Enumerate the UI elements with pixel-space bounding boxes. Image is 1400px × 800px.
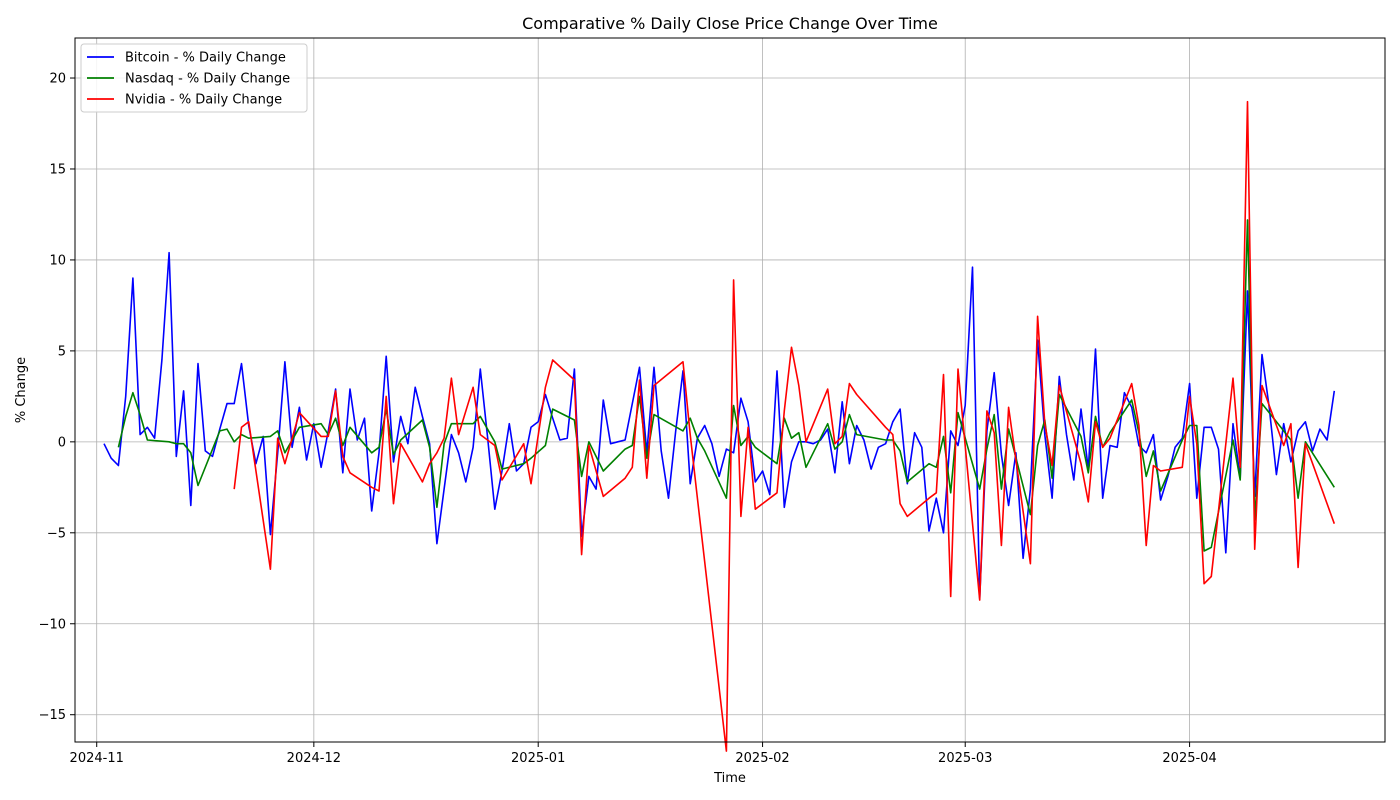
x-tick-label: 2025-04 [1162, 751, 1216, 766]
x-axis: 2024-11 2024-12 2025-01 2025-02 2025-03 2025-… [70, 742, 1217, 766]
legend-label: Nvidia - % Daily Change [125, 93, 282, 108]
y-tick-label: −10 [39, 617, 66, 632]
y-axis: −15 −10 −5 0 5 10 15 20 [39, 72, 75, 723]
legend-label: Nasdaq - % Daily Change [125, 72, 290, 87]
chart-title: Comparative % Daily Close Price Change O… [522, 14, 938, 33]
y-tick-label: 10 [49, 253, 66, 268]
x-tick-label: 2024-11 [70, 751, 124, 766]
y-axis-title: % Change [14, 357, 29, 423]
series-line-1 [117, 219, 1335, 552]
y-tick-label: 15 [49, 162, 66, 177]
x-tick-label: 2025-02 [735, 751, 789, 766]
x-axis-title: Time [713, 771, 746, 786]
y-tick-label: 5 [58, 344, 66, 359]
x-tick-label: 2024-12 [287, 751, 341, 766]
x-tick-label: 2025-03 [938, 751, 992, 766]
y-tick-label: 20 [49, 72, 66, 87]
y-tick-label: −15 [39, 708, 66, 723]
y-tick-label: −5 [47, 526, 66, 541]
x-tick-label: 2025-01 [511, 751, 565, 766]
plot-frame [74, 37, 1386, 743]
y-tick-label: 0 [58, 435, 66, 450]
series-lines [103, 100, 1336, 752]
legend-box [80, 43, 308, 113]
legend: Bitcoin - % Daily Change Nasdaq - % Daily… [80, 43, 308, 113]
series-line-2 [233, 100, 1336, 752]
legend-label: Bitcoin - % Daily Change [125, 51, 286, 66]
